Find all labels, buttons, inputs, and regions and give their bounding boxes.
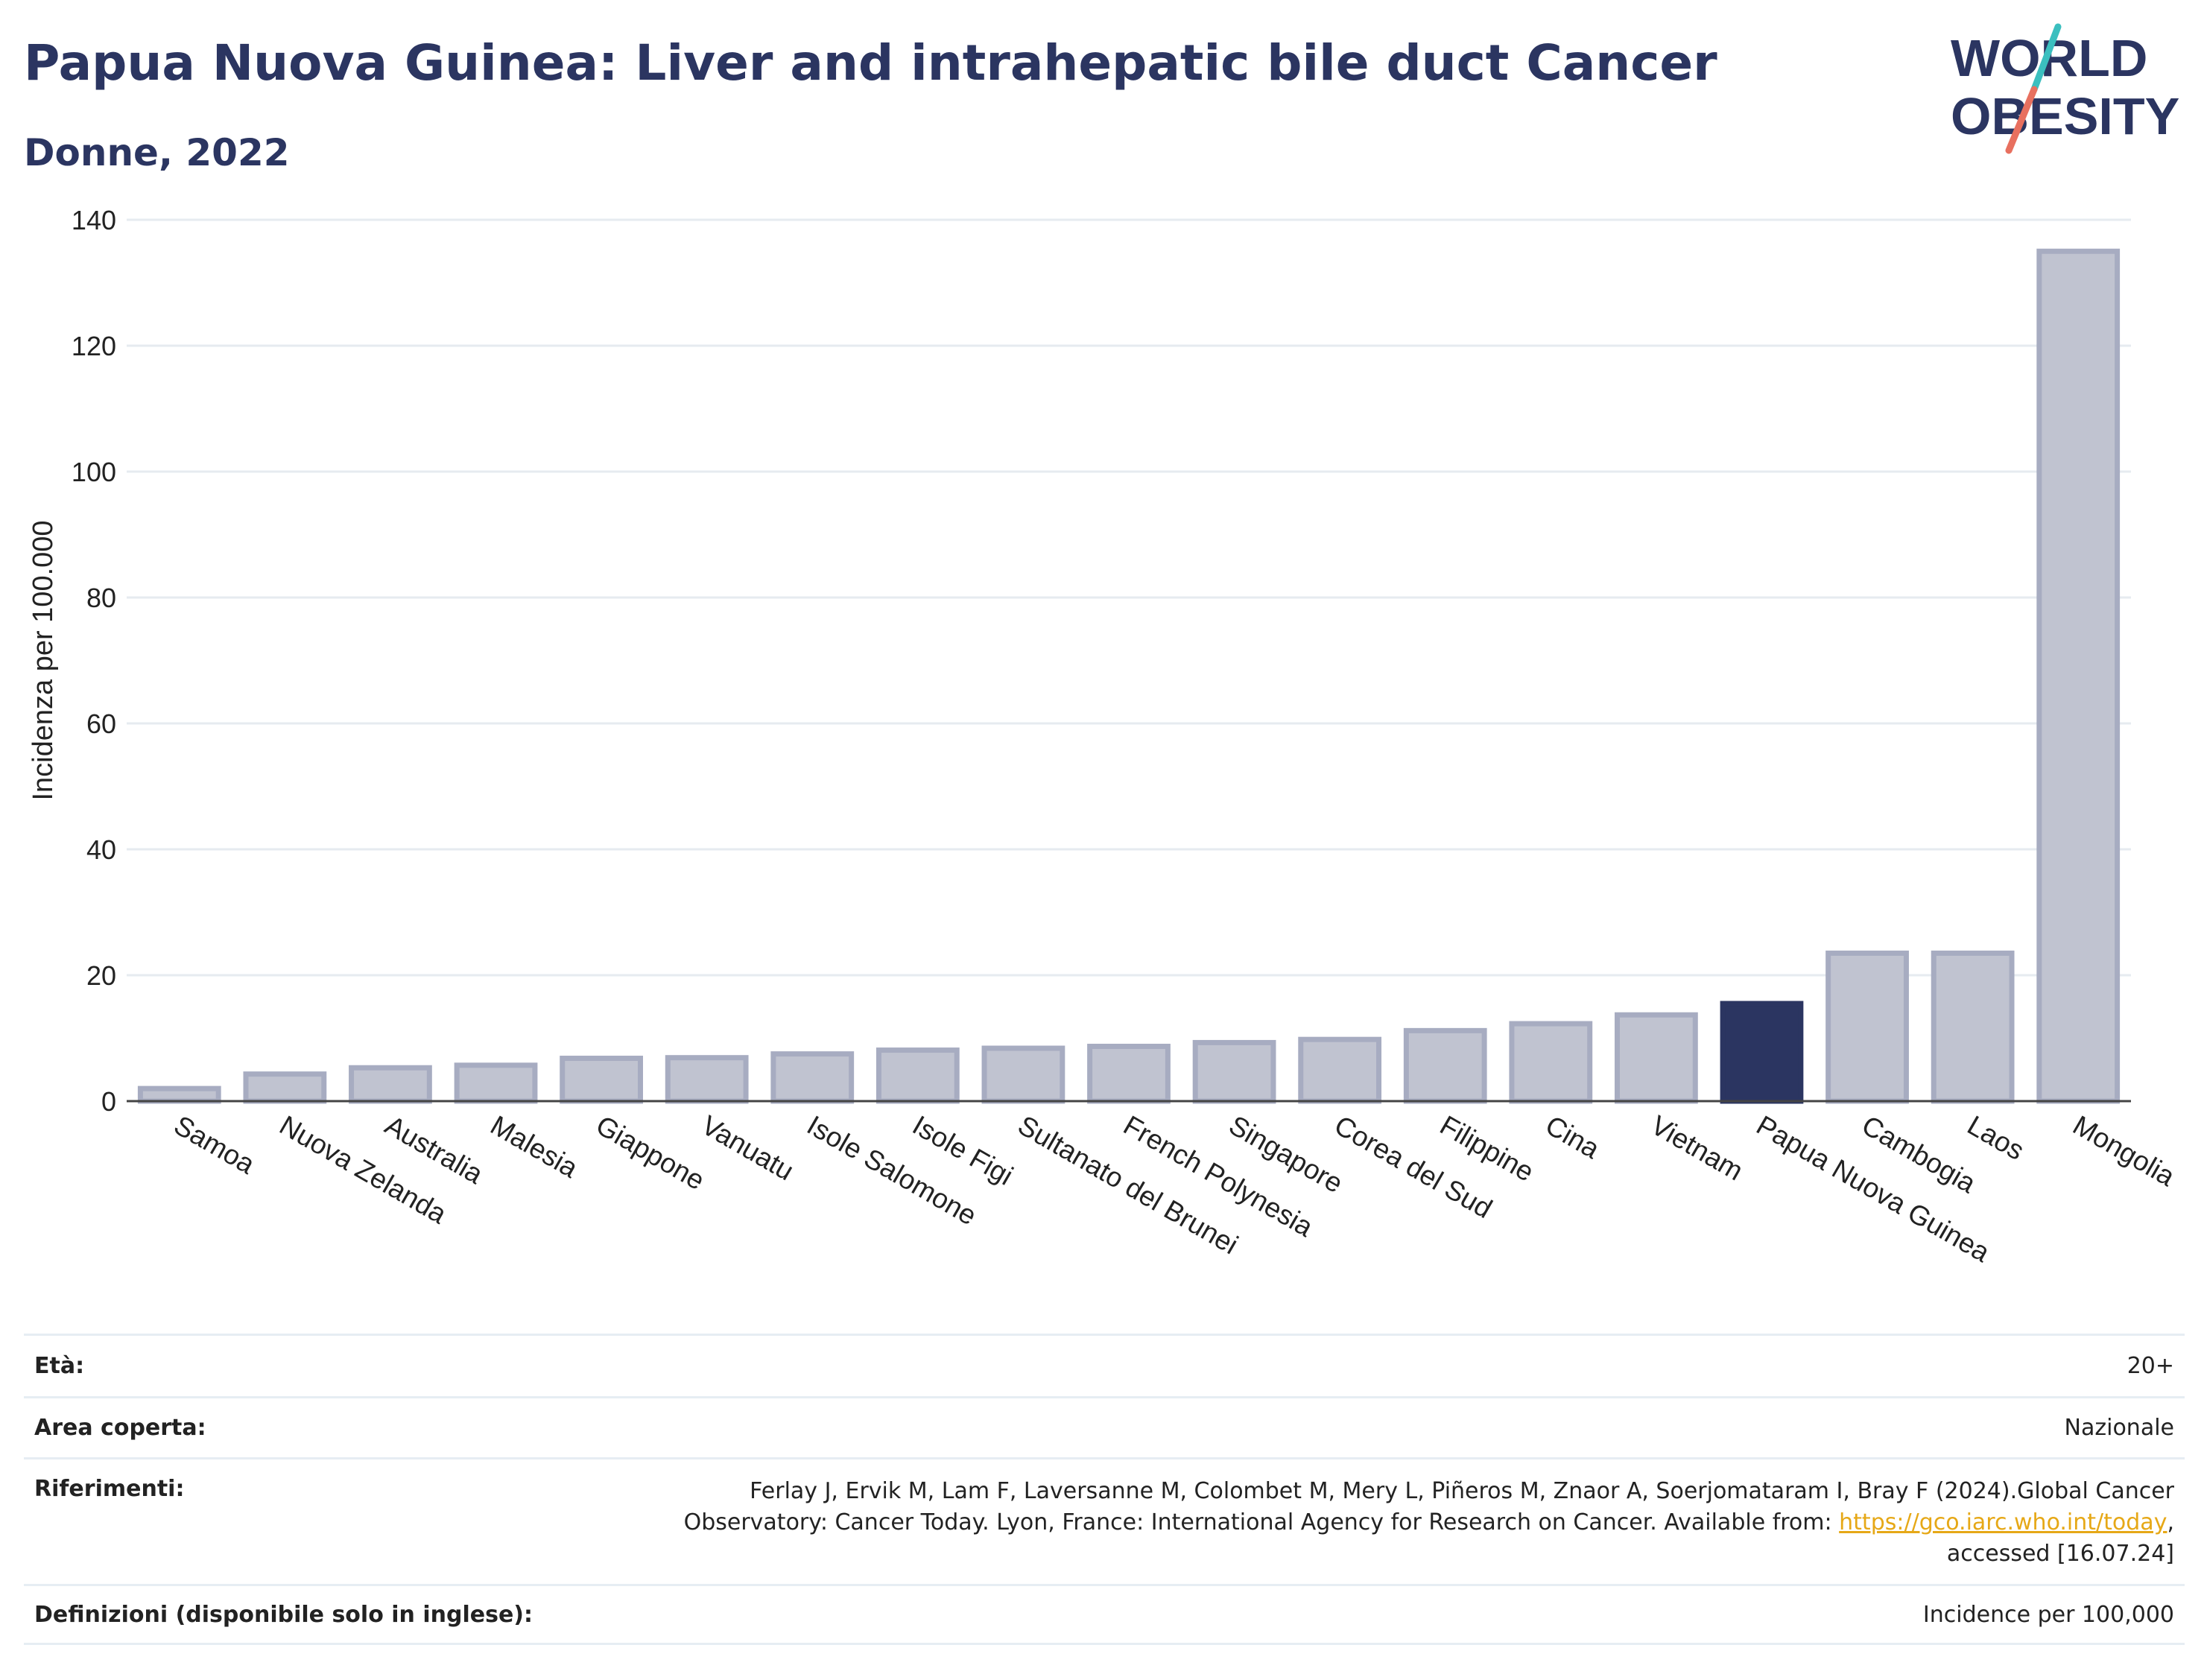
age-value: 20+ <box>2127 1353 2174 1379</box>
bars <box>137 248 2121 1104</box>
bar-french-polynesia <box>1087 1043 1171 1104</box>
bar-vanuatu <box>665 1055 749 1104</box>
x-tick-label: Giappone <box>591 1109 709 1196</box>
bar-cina <box>1509 1021 1593 1104</box>
bar-mongolia <box>2036 248 2121 1104</box>
x-tick-label: Vanuatu <box>697 1109 799 1186</box>
bar-cambogia <box>1825 950 1909 1104</box>
world-obesity-logo: WORLD OBESITY <box>1951 23 2179 154</box>
y-tick-label: 80 <box>86 583 116 613</box>
reference-line-1: Ferlay J, Ervik M, Lam F, Laversanne M, … <box>750 1478 2174 1504</box>
metadata-table: Età: 20+ Area coperta: Nazionale Riferim… <box>24 1334 2185 1645</box>
bar-malesia <box>454 1062 538 1104</box>
x-tick-label: Vietnam <box>1646 1109 1748 1186</box>
x-tick-label: Malesia <box>486 1109 583 1183</box>
y-tick-label: 20 <box>86 960 116 991</box>
bar-nuova-zelanda <box>243 1071 327 1104</box>
y-tick-label: 60 <box>86 709 116 739</box>
definitions-label: Definizioni (disponibile solo in inglese… <box>34 1601 533 1628</box>
y-tick-label: 100 <box>72 457 116 487</box>
age-label: Età: <box>34 1353 85 1379</box>
x-tick-label: Mongolia <box>2068 1109 2180 1192</box>
chart-title: Papua Nuova Guinea: Liver and intrahepat… <box>24 34 1717 92</box>
bar-corea-del-sud <box>1298 1036 1382 1104</box>
bar-filippine <box>1403 1027 1487 1104</box>
meta-row-references: Riferimenti: Ferlay J, Ervik M, Lam F, L… <box>24 1457 2185 1584</box>
bar-papua-nuova-guinea <box>1720 1001 1804 1104</box>
bar-chart: 0 20 40 60 80 100 120 140 Samoa Nuova ZelandaAus… <box>28 205 2180 1268</box>
reference-line-2-text: Observatory: Cancer Today. Lyon, France:… <box>683 1509 1840 1535</box>
y-tick-label: 40 <box>86 834 116 865</box>
definitions-value: Incidence per 100,000 <box>1922 1601 2174 1628</box>
bar-singapore <box>1192 1039 1276 1104</box>
meta-row-definitions: Definizioni (disponibile solo in inglese… <box>24 1584 2185 1645</box>
logo-word-obesity: OBESITY <box>1951 87 2179 145</box>
bar-isole-figi <box>875 1047 960 1104</box>
bar-laos <box>1931 950 2015 1104</box>
y-axis-label: Incidenza per 100.000 <box>28 520 59 800</box>
x-tick-label: Samoa <box>169 1109 260 1179</box>
x-tick-label: Laos <box>1963 1109 2030 1166</box>
bar-giappone <box>560 1056 643 1104</box>
reference-line-3: accessed [16.07.24] <box>1946 1541 2174 1567</box>
meta-row-area: Area coperta: Nazionale <box>24 1396 2185 1457</box>
bar-vietnam <box>1615 1012 1698 1104</box>
references-label: Riferimenti: <box>34 1476 185 1502</box>
bar-australia <box>349 1065 432 1104</box>
y-tick-label: 0 <box>101 1086 116 1117</box>
meta-row-age: Età: 20+ <box>24 1334 2185 1396</box>
area-value: Nazionale <box>2064 1415 2174 1441</box>
reference-line-2: Observatory: Cancer Today. Lyon, France:… <box>684 1507 2174 1538</box>
chart-subtitle: Donne, 2022 <box>24 131 290 174</box>
reference-link[interactable]: https://gco.iarc.who.int/today <box>1839 1509 2167 1535</box>
area-label: Area coperta: <box>34 1415 206 1441</box>
logo-slash-teal <box>2030 23 2062 93</box>
y-tick-label: 140 <box>72 205 116 235</box>
bar-sultanato-del-brunei <box>981 1045 1065 1104</box>
references-value: Ferlay J, Ervik M, Lam F, Laversanne M, … <box>684 1476 2174 1570</box>
bar-isole-salomone <box>770 1051 855 1104</box>
logo-slash-coral <box>2005 86 2038 154</box>
y-tick-label: 120 <box>72 331 116 361</box>
y-axis-ticks: 0 20 40 60 80 100 120 140 <box>72 205 116 1117</box>
x-tick-label: Cina <box>1540 1109 1605 1164</box>
bar-samoa <box>137 1085 221 1104</box>
reference-line-2-end: , <box>2167 1509 2174 1535</box>
